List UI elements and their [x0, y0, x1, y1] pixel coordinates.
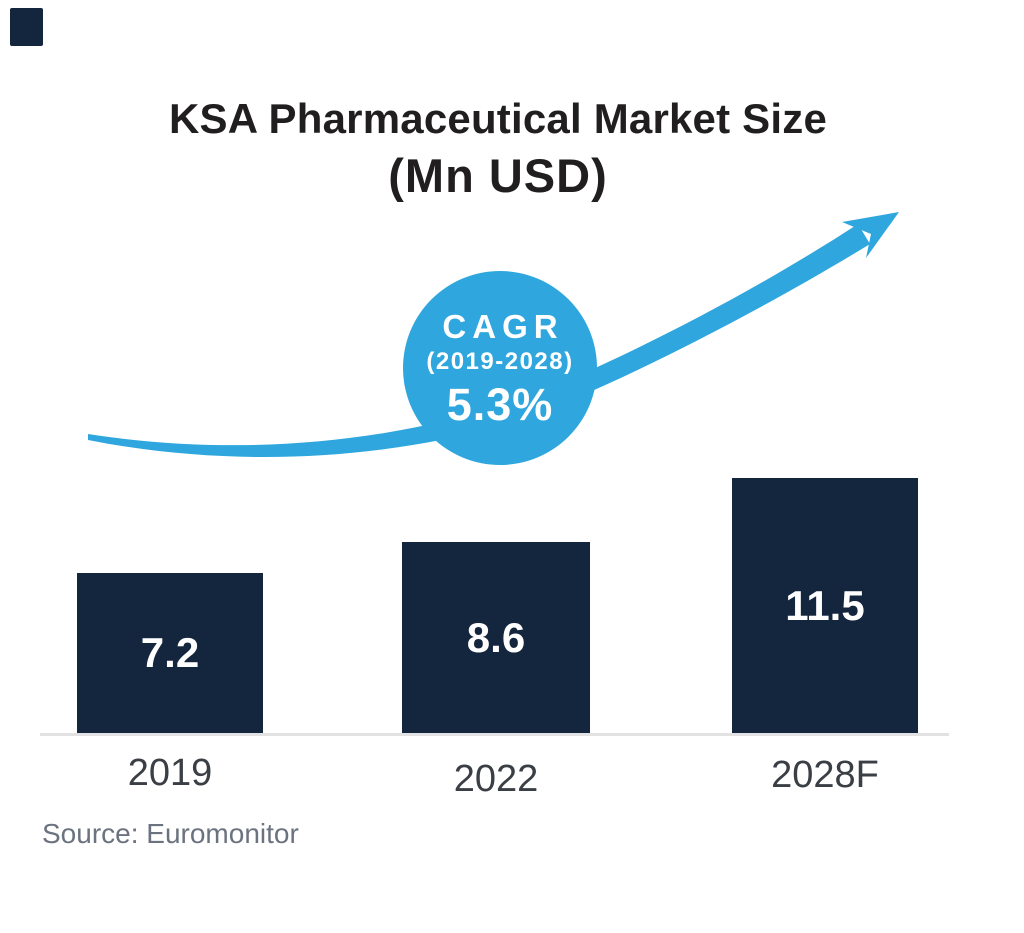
corner-accent-square — [10, 8, 43, 46]
bar-2019: 7.2 — [77, 573, 263, 733]
arrow-head — [842, 212, 899, 258]
bar-value-label: 8.6 — [466, 613, 526, 661]
bar-value-label: 11.5 — [785, 581, 865, 629]
bar-2028f: 11.5 — [732, 478, 918, 733]
x-tick-2019: 2019 — [127, 752, 213, 794]
x-tick-2022: 2022 — [453, 758, 539, 800]
chart-title: KSA Pharmaceutical Market Size — [168, 95, 828, 142]
bar-2022: 8.6 — [402, 542, 590, 733]
bar-value-label: 7.2 — [140, 629, 200, 676]
x-tick-2028f: 2028F — [771, 754, 879, 796]
cagr-badge: CAGR (2019-2028) 5.3% — [403, 271, 597, 465]
chart-title-block: KSA Pharmaceutical Market Size (Mn USD) — [0, 95, 996, 203]
x-axis-line — [40, 733, 949, 736]
source-note: Source: Euromonitor — [42, 818, 299, 849]
cagr-badge-label: CAGR — [442, 307, 564, 345]
chart-subtitle: (Mn USD) — [388, 149, 608, 203]
cagr-badge-period: (2019-2028) — [426, 347, 574, 375]
cagr-badge-value: 5.3% — [446, 378, 554, 430]
